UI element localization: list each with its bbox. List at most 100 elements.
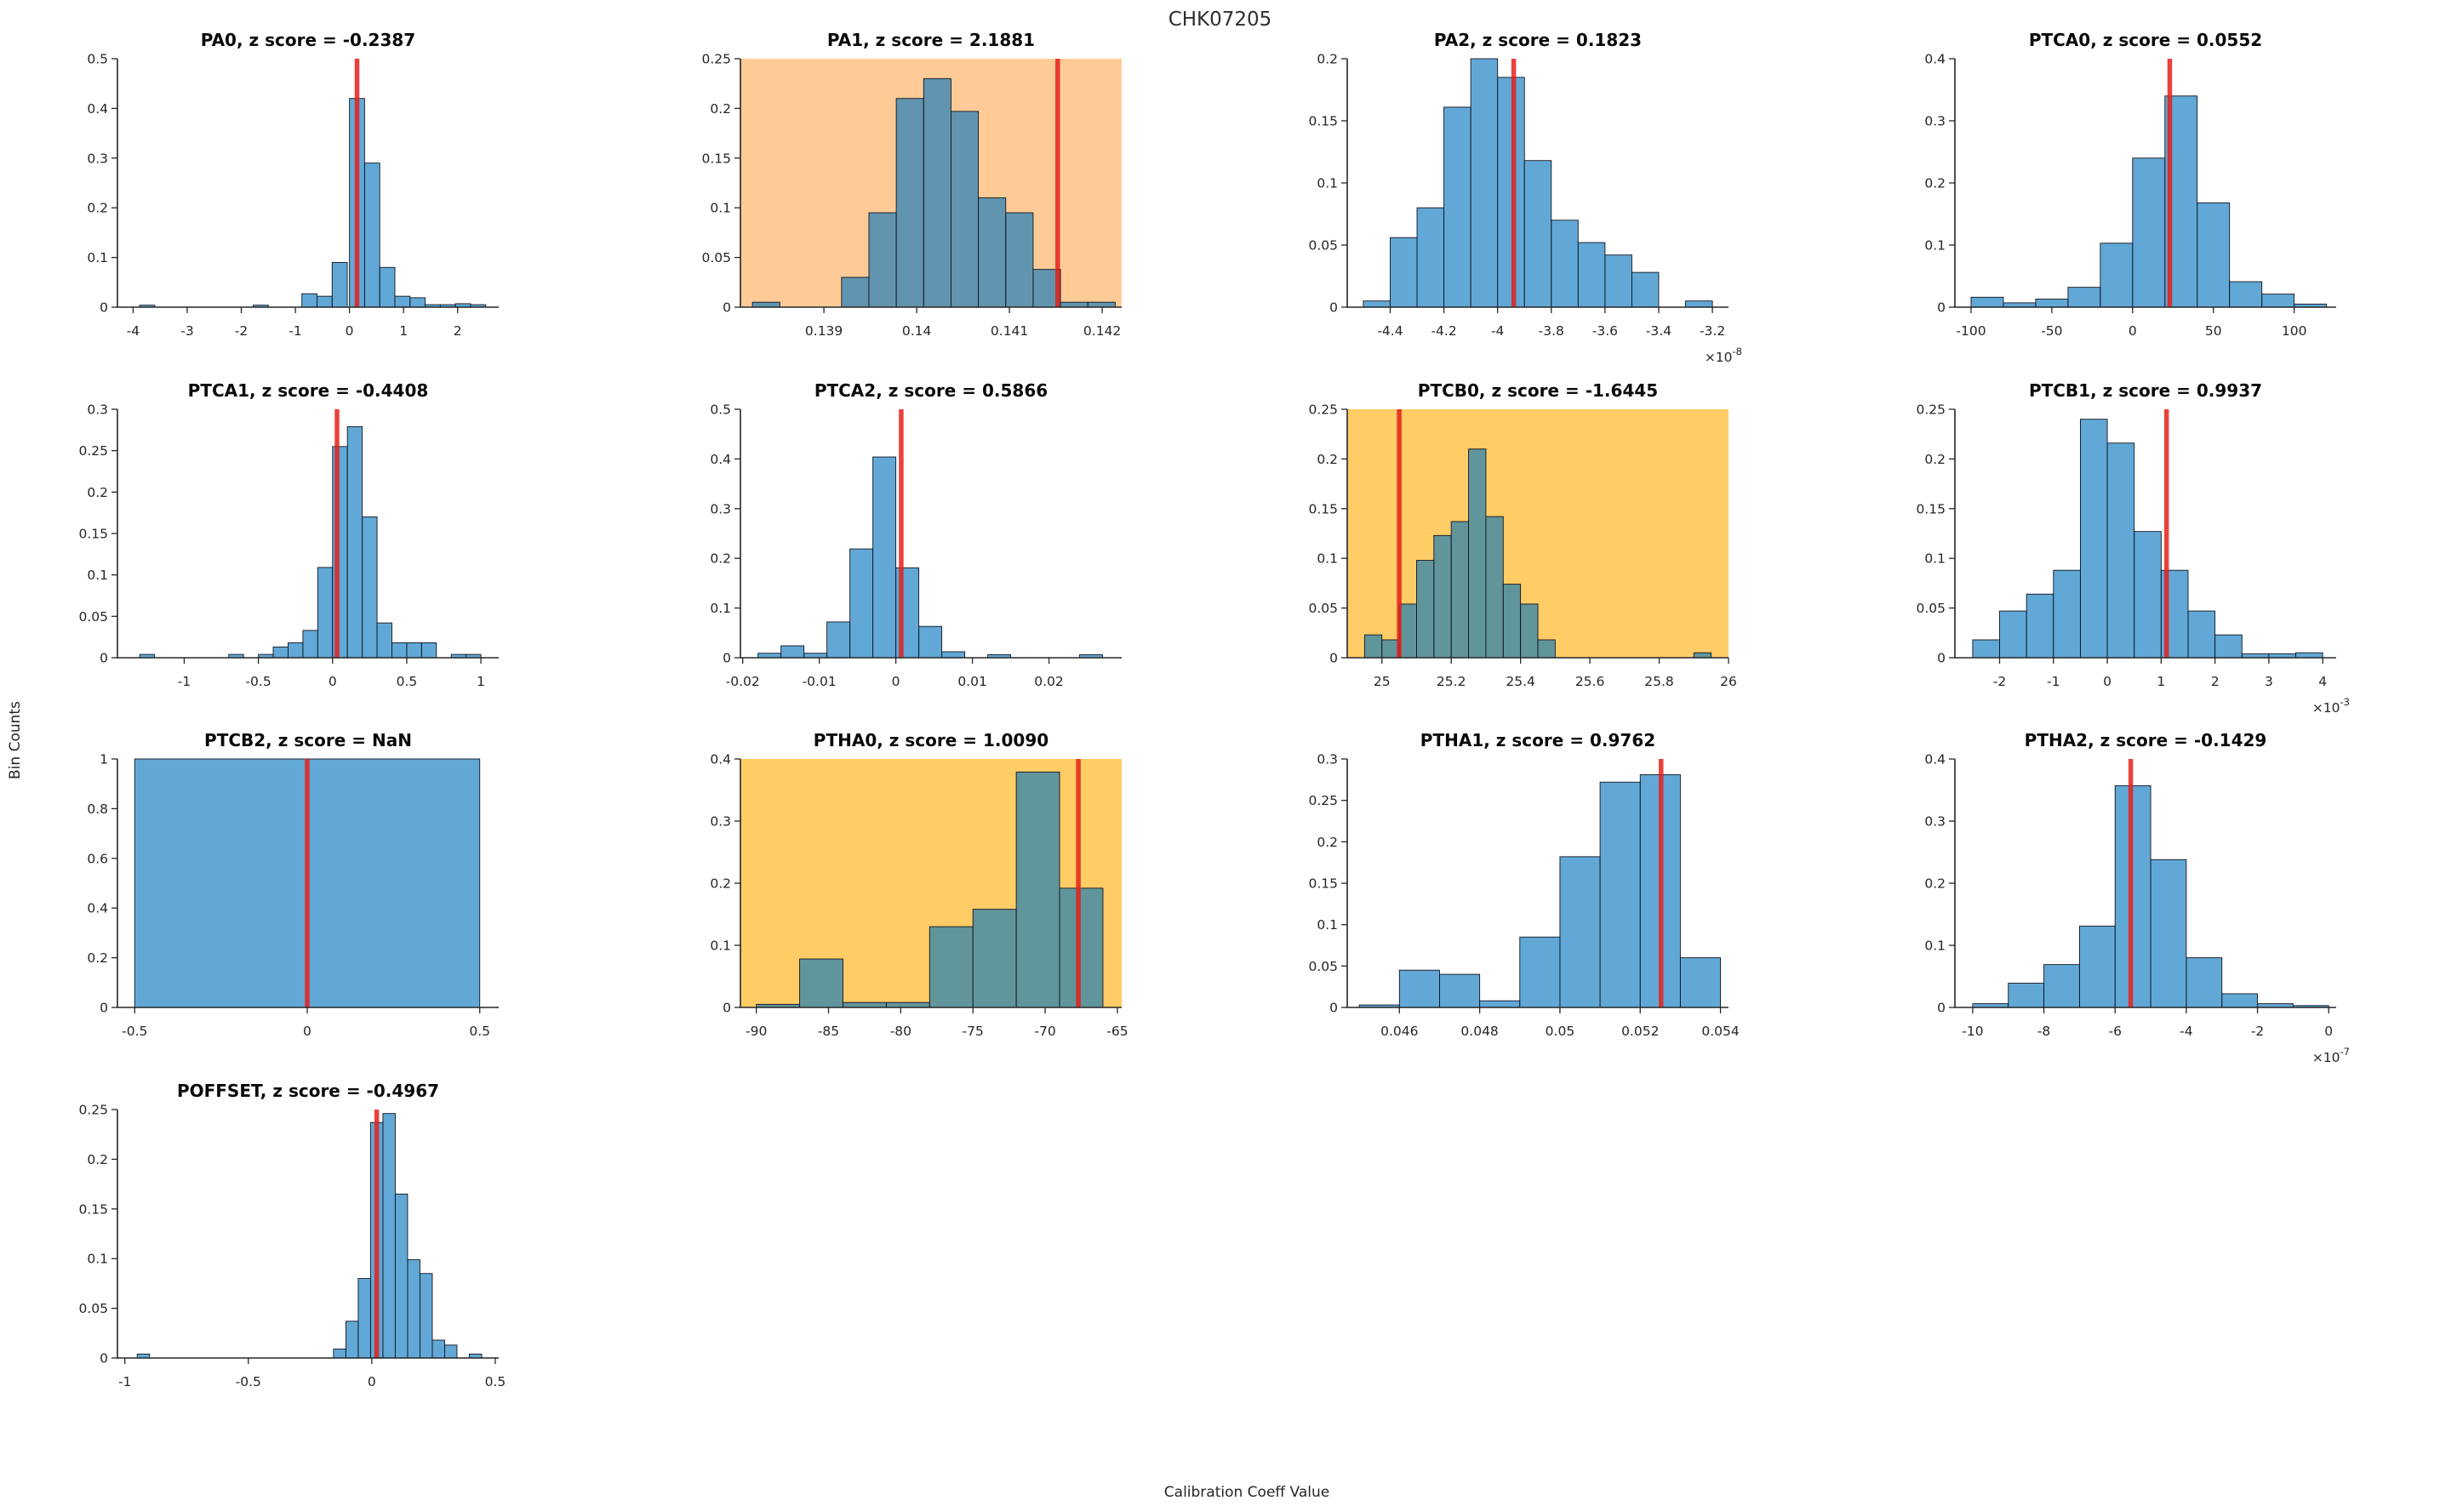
histogram-bar [1015, 771, 1060, 1008]
y-tick-label: 0 [100, 1001, 108, 1016]
subplot-PTCB0: PTCB0, z score = -1.6445 0 0.05 0.1 0.15 0.2… [1281, 374, 1809, 735]
x-tick-label: 0.142 [1083, 323, 1121, 339]
subplot-PA2: PA2, z score = 0.1823 0 0.05 0.1 0.15 0.2 -4.… [1281, 23, 1809, 385]
histogram-bar [2035, 299, 2069, 308]
histogram-bar [1381, 639, 1400, 659]
x-tick-label: 2 [2211, 674, 2220, 689]
y-tick-label: 0.2 [87, 1152, 108, 1167]
subplot-title: PTCB1, z score = 0.9937 [2028, 380, 2263, 401]
y-tick-label: 0.05 [701, 250, 731, 265]
x-tick-label: 0 [2324, 1024, 2333, 1039]
y-tick-label: 0.4 [1924, 752, 1946, 767]
y-tick-label: 0 [1329, 1001, 1338, 1016]
histogram-bar [1551, 220, 1579, 308]
y-tick-label: 0.05 [78, 1301, 108, 1316]
histogram-bar [1398, 603, 1417, 659]
histogram-bar [376, 622, 392, 659]
y-tick-label: 0 [1937, 300, 1946, 316]
x-tick-label: 0.052 [1621, 1024, 1659, 1039]
histogram-bar [1398, 969, 1440, 1008]
histogram-bar [406, 642, 422, 659]
histogram-bar [923, 77, 951, 308]
subplot-canvas: 0 0.05 0.1 0.15 0.2 0.25 0.139 0.14 0.141 0.142 [701, 52, 1122, 339]
histogram-bar [345, 1321, 359, 1359]
histogram-bar [751, 301, 780, 308]
histogram-bar [2008, 983, 2045, 1008]
y-tick-label: 0 [1937, 1001, 1946, 1016]
subplot-canvas: 0 0.05 0.1 0.15 0.2 0.25 -2 -1 0 1 2 3 4 ×10-3 [1916, 402, 2350, 716]
x-tick-label: -2 [2251, 1024, 2264, 1039]
y-tick-label: 0.25 [1308, 402, 1338, 418]
subplot-PTCA1: PTCA1, z score = -0.4408 0 0.05 0.1 0.15 0.2… [51, 374, 579, 735]
y-tick-label: 0.2 [87, 950, 108, 966]
histogram-bar [1468, 448, 1487, 659]
x-tick-label: -50 [2041, 323, 2062, 339]
y-tick-label: 0.2 [87, 485, 108, 500]
y-tick-label: 0 [1937, 651, 1946, 666]
histogram-bar [1363, 634, 1383, 659]
histogram-bar [317, 567, 334, 659]
subplot-title: PTHA1, z score = 0.9762 [1420, 730, 1656, 750]
y-tick-label: 0.05 [1308, 959, 1338, 974]
y-tick-label: 0.1 [87, 568, 108, 583]
histogram-bar [444, 1344, 458, 1359]
x-tick-label: 0 [303, 1024, 311, 1039]
subplot-title: PTHA0, z score = 1.0090 [813, 730, 1049, 750]
x-tick-label: 0 [368, 1374, 376, 1389]
histogram-bar [841, 277, 870, 308]
y-tick-label: 0.25 [1916, 402, 1946, 418]
histogram-bar [2150, 859, 2187, 1008]
y-tick-label: 0.2 [710, 551, 731, 567]
subplot-PTHA1: PTHA1, z score = 0.9762 0 0.05 0.1 0.15 0.2 0… [1281, 723, 1809, 1085]
y-tick-label: 0.05 [1308, 601, 1338, 616]
x-tick-label: -0.5 [236, 1374, 261, 1389]
subplot-title: PTCA0, z score = 0.0552 [2028, 30, 2263, 50]
histogram-bar [272, 646, 289, 659]
subplot-title: PTHA2, z score = -0.1429 [2024, 730, 2267, 750]
x-tick-label: -4 [1491, 323, 1504, 339]
histogram-bar [941, 651, 966, 659]
histogram-bar [1685, 300, 1713, 308]
y-tick-label: 0.05 [1308, 238, 1338, 254]
subplot-canvas: 0 0.05 0.1 0.15 0.2 0.25 0.3 0.046 0.048 0.05 0.05… [1308, 752, 1739, 1040]
x-tick-label: -6 [2109, 1024, 2122, 1039]
x-tick-label: -3.6 [1592, 323, 1618, 339]
y-tick-label: 0.1 [1924, 939, 1946, 954]
x-tick-label: 0 [892, 674, 900, 689]
histogram-bar [357, 1278, 371, 1359]
x-tick-label: 0.046 [1380, 1024, 1418, 1039]
histogram-bar [2132, 157, 2166, 308]
histogram-bar [1416, 207, 1445, 308]
x-tick-label: 25.4 [1506, 674, 1535, 689]
y-tick-label: 0.2 [1317, 52, 1338, 67]
histogram-bar [843, 1001, 887, 1008]
histogram-bar [1520, 603, 1539, 659]
y-tick-label: 0.3 [710, 501, 731, 516]
subplot-title: PA1, z score = 2.1881 [826, 30, 1036, 50]
y-tick-label: 0 [100, 300, 108, 316]
x-tick-label: 0.054 [1701, 1024, 1739, 1039]
x-tick-label: -8 [2037, 1024, 2050, 1039]
histogram-bar [1087, 301, 1116, 308]
histogram-bar [2214, 634, 2243, 659]
y-tick-label: 0.5 [710, 402, 731, 418]
y-tick-label: 0.25 [78, 1103, 108, 1118]
histogram-bar [2067, 287, 2101, 308]
x-tick-label: -10 [1962, 1024, 1983, 1039]
histogram-bar [2106, 442, 2135, 659]
x-tick-label: 0.048 [1460, 1024, 1498, 1039]
y-tick-label: 0.1 [710, 601, 731, 616]
histogram-bar [420, 642, 437, 659]
x-exponent-label: ×10-3 [2312, 696, 2350, 716]
y-tick-label: 0.4 [87, 901, 108, 916]
histogram-bar [363, 163, 380, 308]
subplot-PTCB2: PTCB2, z score = NaN 0 0.2 0.4 0.6 0.8 1 -0.5 0… [51, 723, 579, 1085]
histogram-bar [2261, 294, 2295, 308]
histogram-bar [333, 1349, 346, 1359]
histogram-bar [1502, 584, 1522, 659]
x-tick-label: 0.141 [991, 323, 1028, 339]
histogram-bar [1970, 296, 2004, 308]
histogram-bar [1443, 106, 1471, 308]
y-tick-label: 0.2 [710, 876, 731, 892]
subplot-canvas: 0 0.1 0.2 0.3 0.4 -10 -8 -6 -4 -2 0 ×10-7 [1924, 752, 2350, 1066]
